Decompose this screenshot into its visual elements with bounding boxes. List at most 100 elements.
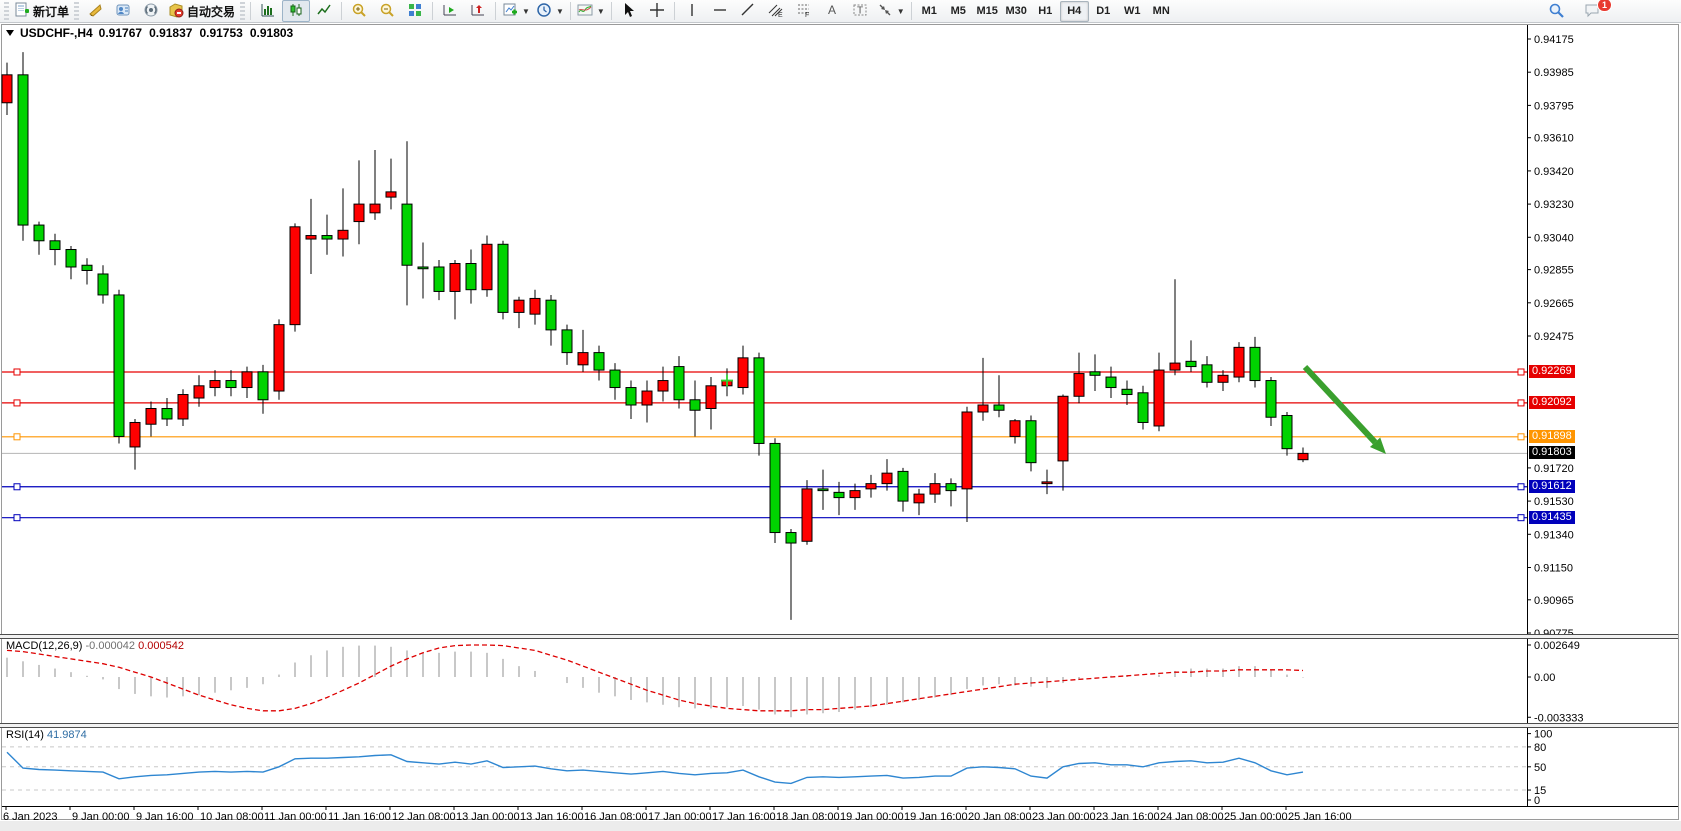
signals-button[interactable]	[137, 0, 165, 22]
svg-text:25 Jan 16:00: 25 Jan 16:00	[1288, 811, 1352, 821]
new-chart-icon	[502, 2, 518, 21]
ohlc-high: 0.91837	[149, 26, 193, 40]
bar-chart-mode-button[interactable]	[254, 0, 282, 22]
trendline-icon	[740, 2, 756, 21]
auto-trading-button[interactable]: 自动交易	[165, 0, 238, 22]
horizontal-line-icon	[712, 2, 728, 21]
chart-title: USDCHF-,H4 0.91767 0.91837 0.91753 0.918…	[6, 26, 293, 40]
chart-shift-icon	[470, 2, 486, 21]
tile-windows-button[interactable]	[401, 0, 429, 22]
indicators-icon	[577, 2, 593, 21]
svg-text:0.00: 0.00	[1534, 672, 1555, 684]
rsi-line	[6, 751, 1304, 785]
tf-M30[interactable]: M30	[1005, 5, 1027, 17]
main-chart[interactable]: 0.94175 0.93985 0.93795 0.93610 0.93420 0.932…	[0, 23, 1681, 826]
toolbar-grip[interactable]	[74, 2, 80, 20]
text-tool-button[interactable]: A	[818, 0, 846, 22]
svg-text:0.92665: 0.92665	[1534, 298, 1574, 310]
horizontal-line-tool-button[interactable]	[706, 0, 734, 22]
text-label-tool-button[interactable]: T	[846, 0, 874, 22]
toolbar-grip[interactable]	[240, 2, 246, 20]
price-badge-0.92092: 0.92092	[1529, 395, 1575, 409]
svg-text:50: 50	[1534, 762, 1546, 774]
svg-text:16 Jan 08:00: 16 Jan 08:00	[584, 811, 648, 821]
indicators-button[interactable]: ▼	[574, 0, 608, 22]
svg-text:0.91530: 0.91530	[1534, 496, 1574, 508]
new-order-label: 新订单	[33, 4, 70, 19]
search-button[interactable]	[1542, 1, 1570, 23]
crosshair-tool-button[interactable]	[643, 0, 671, 22]
chart-shift-button[interactable]	[464, 0, 492, 22]
hline-0.91435[interactable]	[2, 514, 1527, 522]
tf-H1[interactable]: H1	[1038, 5, 1053, 17]
new-order-icon	[14, 2, 30, 21]
svg-text:18 Jan 08:00: 18 Jan 08:00	[776, 811, 840, 821]
trendline-tool-button[interactable]	[734, 0, 762, 22]
svg-text:0.93230: 0.93230	[1534, 199, 1574, 211]
cursor-icon	[621, 2, 637, 21]
auto-scroll-button[interactable]	[436, 0, 464, 22]
tf-M1[interactable]: M1	[921, 5, 937, 17]
svg-text:23 Jan 00:00: 23 Jan 00:00	[1032, 811, 1096, 821]
vertical-line-tool-button[interactable]	[678, 0, 706, 22]
svg-text:E: E	[778, 12, 783, 18]
ohlc-open: 0.91767	[98, 26, 143, 40]
hline-0.91612[interactable]	[2, 483, 1527, 491]
cursor-tool-button[interactable]	[615, 0, 643, 22]
period-button[interactable]: ▼	[533, 0, 567, 22]
toolbar-grip[interactable]	[4, 2, 9, 20]
tf-MN[interactable]: MN	[1152, 5, 1170, 17]
equidistant-channel-icon: E	[768, 2, 784, 21]
zoom-out-icon	[379, 2, 395, 21]
channel-tool-button[interactable]: E	[762, 0, 790, 22]
svg-text:9 Jan 16:00: 9 Jan 16:00	[136, 811, 194, 821]
candlestick-icon	[288, 2, 304, 21]
new-chart-button[interactable]: ▼	[499, 0, 533, 22]
svg-text:0.90965: 0.90965	[1534, 595, 1574, 607]
svg-text:T: T	[857, 5, 863, 16]
svg-text:0.002649: 0.002649	[1534, 640, 1580, 652]
zoom-in-button[interactable]	[345, 0, 373, 22]
svg-text:19 Jan 16:00: 19 Jan 16:00	[904, 811, 968, 821]
market-watch-button[interactable]	[109, 0, 137, 22]
tf-D1[interactable]: D1	[1096, 5, 1111, 17]
timeframe-bar: M1 M5 M15 M30 H1 H4 D1 W1 MN	[915, 0, 1176, 22]
svg-text:0: 0	[1534, 795, 1540, 807]
shapes-tool-button[interactable]: ▼	[874, 0, 908, 22]
svg-text:17 Jan 16:00: 17 Jan 16:00	[712, 811, 776, 821]
ohlc-low: 0.91753	[199, 26, 243, 40]
svg-text:13 Jan 00:00: 13 Jan 00:00	[456, 811, 520, 821]
svg-text:0.93610: 0.93610	[1534, 133, 1574, 145]
notifications-button[interactable]: 1	[1578, 0, 1612, 23]
svg-text:12 Jan 08:00: 12 Jan 08:00	[392, 811, 456, 821]
svg-text:6 Jan 2023: 6 Jan 2023	[3, 811, 57, 821]
tf-M15[interactable]: M15	[976, 5, 998, 17]
svg-text:0.92855: 0.92855	[1534, 265, 1574, 277]
main-toolbar: 新订单 自动交易 ▼ ▼	[0, 0, 1681, 23]
chart-symbol-period: USDCHF-,H4	[20, 26, 93, 40]
tf-H4[interactable]: H4	[1059, 0, 1089, 22]
svg-text:9 Jan 00:00: 9 Jan 00:00	[72, 811, 130, 821]
fibonacci-icon: F	[796, 2, 812, 21]
tf-W1[interactable]: W1	[1123, 5, 1141, 17]
compass-icon	[87, 2, 103, 21]
macd-main-value: -0.000042	[85, 640, 136, 652]
trend-arrow-annotation[interactable]	[1302, 364, 1386, 454]
current-price-badge: 0.91803	[1529, 446, 1575, 460]
candlestick-mode-button[interactable]	[282, 0, 311, 22]
pane-splitter-macd[interactable]	[0, 634, 1678, 639]
new-order-button[interactable]: 新订单	[11, 0, 72, 22]
rsi-indicator-label: RSI(14) 41.9874	[6, 729, 87, 741]
line-chart-mode-button[interactable]	[310, 0, 338, 22]
svg-text:24 Jan 08:00: 24 Jan 08:00	[1160, 811, 1224, 821]
text-icon: A	[824, 2, 840, 21]
collapse-triangle-icon[interactable]	[6, 30, 14, 36]
svg-text:0.93420: 0.93420	[1534, 166, 1574, 178]
pane-splitter-rsi[interactable]	[0, 723, 1678, 728]
compass-tool-button[interactable]	[81, 0, 109, 22]
svg-text:0.93795: 0.93795	[1534, 100, 1574, 112]
zoom-out-button[interactable]	[373, 0, 401, 22]
tf-M5[interactable]: M5	[950, 5, 966, 17]
fibonacci-tool-button[interactable]: F	[790, 0, 818, 22]
ohlc-close: 0.91803	[249, 26, 294, 40]
